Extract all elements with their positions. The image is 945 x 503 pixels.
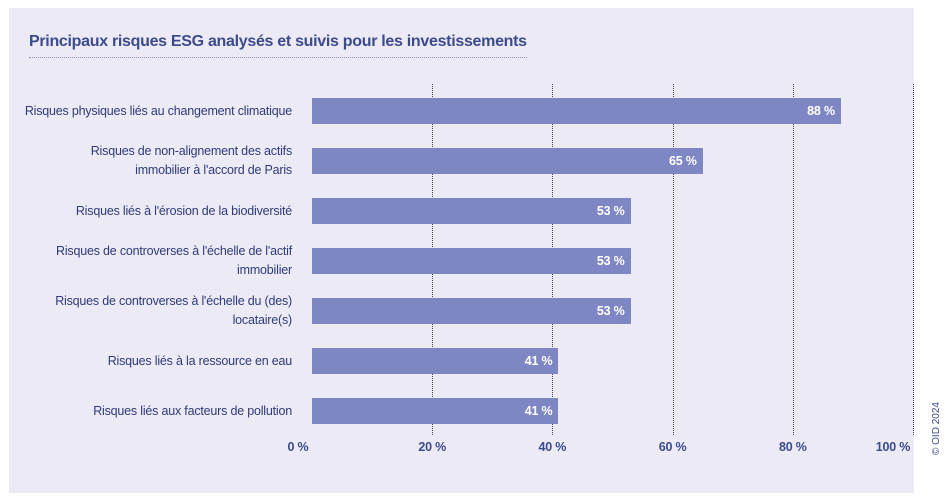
gridline-80 bbox=[792, 84, 794, 435]
x-tick-label: 0 % bbox=[287, 440, 309, 454]
bar bbox=[312, 248, 631, 274]
bar-value-label: 41 % bbox=[524, 354, 553, 368]
bar-value-label: 88 % bbox=[807, 104, 835, 118]
gridline-60 bbox=[672, 84, 674, 435]
bar bbox=[312, 198, 631, 224]
bar-value-label: 53 % bbox=[596, 204, 625, 218]
gridline-100 bbox=[913, 84, 914, 435]
category-label: Risques liés à la ressource en eau bbox=[0, 352, 292, 371]
category-label: Risques de controverses à l'échelle du (… bbox=[0, 292, 292, 330]
category-label-line: locataire(s) bbox=[232, 313, 293, 327]
bar bbox=[312, 148, 703, 174]
x-tick-label: 60 % bbox=[658, 440, 687, 454]
bar bbox=[312, 98, 841, 124]
category-label-line: Risques de non-alignement des actifs bbox=[90, 144, 292, 158]
category-label: Risques liés à l'érosion de la biodivers… bbox=[0, 202, 292, 221]
bar-value-label: 41 % bbox=[524, 404, 553, 418]
category-label: Risques de controverses à l'échelle de l… bbox=[0, 242, 292, 280]
bar bbox=[312, 348, 559, 374]
category-label: Risques de non-alignement des actifs immo… bbox=[0, 142, 292, 180]
category-label-line: Risques liés à la ressource en eau bbox=[107, 353, 292, 368]
category-label: Risques physiques liés au changement cli… bbox=[0, 102, 292, 121]
x-tick-label: 40 % bbox=[538, 440, 567, 454]
x-tick-label: 100 % bbox=[875, 440, 911, 454]
category-label-line: Risques liés à l'érosion de la biodivers… bbox=[75, 203, 292, 218]
category-label: Risques liés aux facteurs de pollution bbox=[0, 402, 292, 421]
bar bbox=[312, 398, 559, 424]
bar bbox=[312, 298, 631, 324]
category-label-line: Risques liés aux facteurs de pollution bbox=[93, 403, 292, 418]
category-label-line: Risques de controverses à l'échelle de l… bbox=[56, 244, 292, 258]
chart-title: Principaux risques ESG analysés et suivi… bbox=[29, 33, 527, 58]
category-label-line: Risques physiques liés au changement cli… bbox=[24, 103, 292, 118]
category-label-line: immobilier à l'accord de Paris bbox=[135, 163, 292, 177]
bar-value-label: 65 % bbox=[668, 154, 697, 168]
category-label-line: immobilier bbox=[237, 263, 292, 277]
copyright-label: © OID 2024 bbox=[931, 402, 942, 455]
bar-value-label: 53 % bbox=[596, 254, 625, 268]
bar-value-label: 53 % bbox=[596, 304, 625, 318]
category-label-line: Risques de controverses à l'échelle du (… bbox=[55, 294, 292, 308]
x-tick-label: 80 % bbox=[778, 440, 807, 454]
x-tick-label: 20 % bbox=[418, 440, 447, 454]
